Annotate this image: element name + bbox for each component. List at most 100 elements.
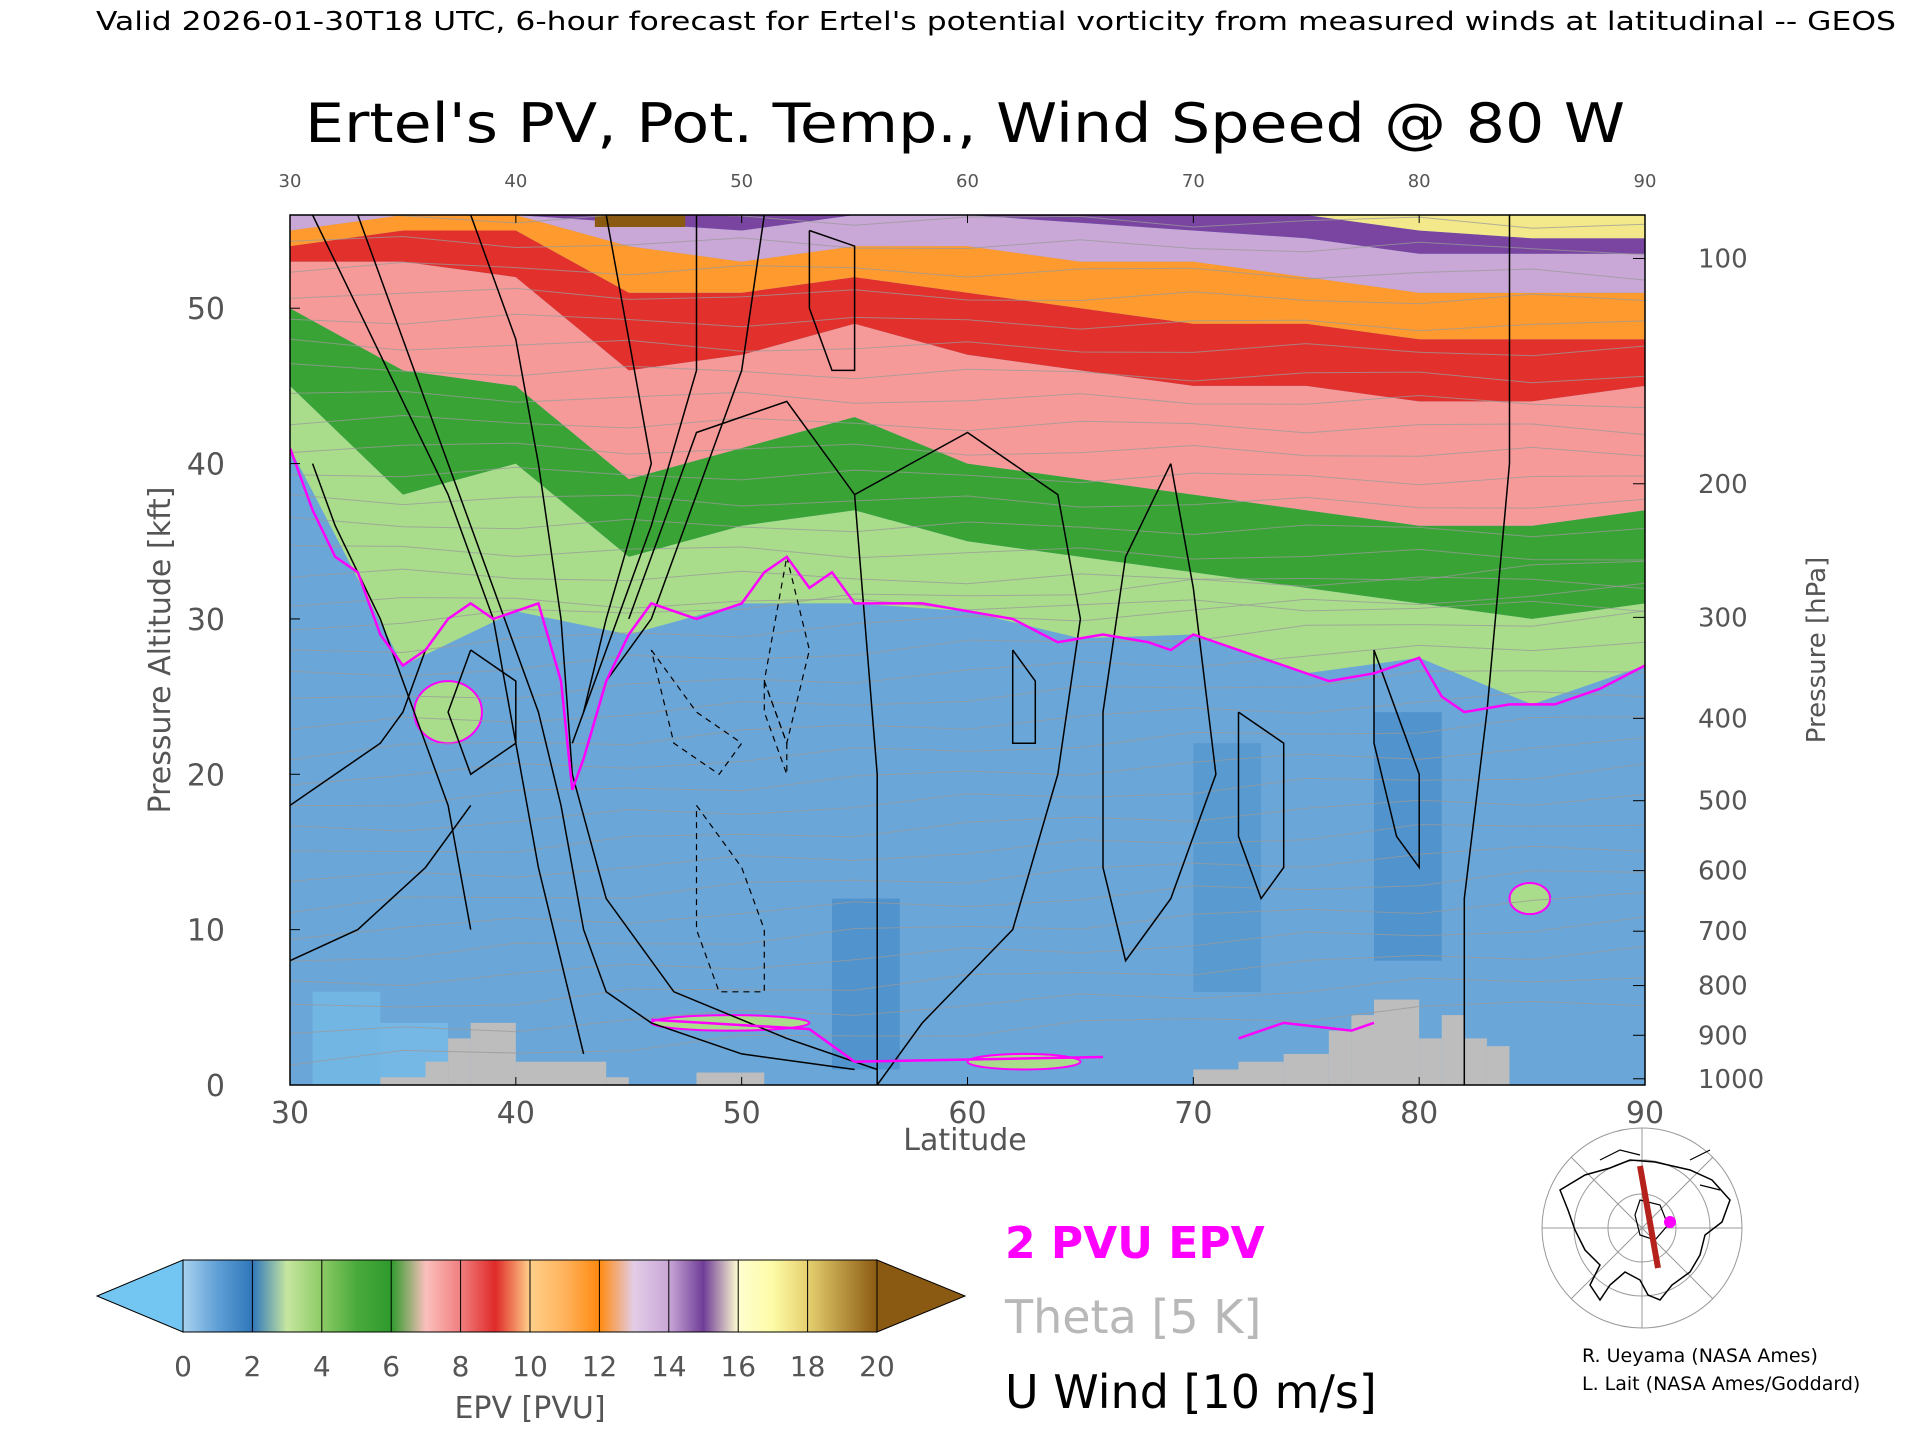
credit-line-1: R. Ueyama (NASA Ames) xyxy=(1582,1345,1818,1367)
u-wind-contour-line xyxy=(1463,215,1511,1085)
u-wind-contour-line xyxy=(447,649,517,776)
pv-band-low-blue xyxy=(832,898,900,1070)
terrain-mask xyxy=(380,999,1510,1085)
y-tick-label: 50 xyxy=(187,292,225,327)
terrain-block xyxy=(1328,1030,1352,1085)
theta-contour-line xyxy=(290,596,1645,612)
colorbar-tick-label: 2 xyxy=(243,1350,261,1383)
x-tick-label: 40 xyxy=(497,1096,535,1131)
u-wind-contour-line xyxy=(1237,711,1285,901)
theta-contour-line xyxy=(290,338,1645,357)
terrain-block xyxy=(1464,1038,1487,1085)
theta-contour-line xyxy=(290,287,1645,305)
chart-title: Ertel's PV, Pot. Temp., Wind Speed @ 80 … xyxy=(305,92,1625,155)
pressure-tick-label: 500 xyxy=(1698,787,1748,817)
terrain-block xyxy=(1238,1061,1284,1085)
pv-band-14-16 xyxy=(290,215,1645,254)
pressure-tick-label: 800 xyxy=(1698,972,1748,1002)
x-top-tick-label: 60 xyxy=(956,171,979,192)
pv-band-low-blue xyxy=(312,991,381,1085)
colorbar-tick-label: 18 xyxy=(790,1350,826,1383)
pv2-contour-line xyxy=(290,447,1645,791)
theta-contour-line xyxy=(290,737,1645,807)
theta-contour-line xyxy=(290,494,1645,509)
pressure-tick-label: 700 xyxy=(1698,917,1748,947)
u-wind-contour-line xyxy=(290,804,472,962)
colorbar-tick-label: 8 xyxy=(452,1350,470,1383)
theta-contour-line xyxy=(290,390,1645,409)
colorbar-tick-label: 10 xyxy=(512,1350,548,1383)
pressure-tick-label: 100 xyxy=(1698,245,1748,275)
terrain-block xyxy=(425,1061,449,1085)
terrain-block xyxy=(1193,1069,1239,1085)
colorbar-tick-label: 16 xyxy=(720,1350,756,1383)
theta-contour-line xyxy=(290,870,1645,940)
theta-contour-line xyxy=(290,545,1645,561)
pressure-tick-label: 1000 xyxy=(1698,1065,1764,1095)
terrain-block xyxy=(1419,1038,1442,1085)
pv-band-8-10 xyxy=(290,230,1645,402)
pv-band-low-blue xyxy=(1374,712,1442,961)
y-tick-label: 20 xyxy=(187,758,225,793)
terrain-block xyxy=(1374,999,1420,1085)
y-tick-label: 10 xyxy=(187,914,225,949)
x-tick-label: 70 xyxy=(1174,1096,1212,1131)
legend-uwind: U Wind [10 m/s] xyxy=(1005,1365,1377,1419)
u-wind-contour-line xyxy=(1373,649,1420,870)
cross-section-track xyxy=(1637,1165,1661,1269)
theta-contour-line xyxy=(290,891,1645,962)
colorbar-tick-label: 6 xyxy=(382,1350,400,1383)
u-wind-contour-line xyxy=(605,215,766,682)
pv-band-12-14 xyxy=(290,215,1645,293)
credit-line-2: L. Lait (NASA Ames/Goddard) xyxy=(1582,1373,1860,1395)
pressure-tick-label: 200 xyxy=(1698,470,1748,500)
locator-map xyxy=(1541,1127,1743,1329)
pressure-tick-label: 400 xyxy=(1698,704,1748,734)
u-wind-contour-line xyxy=(628,400,878,1085)
theta-contour-line xyxy=(290,235,1645,256)
x-top-tick-label: 50 xyxy=(730,171,753,192)
pv2-contour xyxy=(290,447,1645,1063)
terrain-block xyxy=(741,1072,765,1085)
u-wind-contour-line xyxy=(1011,649,1037,744)
terrain-block xyxy=(696,1072,742,1085)
pv-patch xyxy=(1508,882,1552,916)
theta-contour-line xyxy=(290,977,1645,1034)
y-tick-label: 30 xyxy=(187,603,225,638)
pv-band-6-8 xyxy=(290,261,1645,526)
u-wind-contour-line xyxy=(854,431,1082,1085)
x-tick-label: 30 xyxy=(271,1096,309,1131)
theta-contour-line xyxy=(290,582,1645,654)
u-wind-contour-line xyxy=(808,229,856,372)
x-top-tick-label: 30 xyxy=(279,171,302,192)
u-wind-contour-line xyxy=(290,649,427,807)
x-axis-top: 30 40 50 60 70 80 90 xyxy=(279,171,1656,223)
colorbar-over-triangle xyxy=(876,1259,967,1333)
x-top-tick-label: 40 xyxy=(504,171,527,192)
terrain-block xyxy=(1283,1053,1329,1085)
epv-colorbar: 0 2 4 6 8 10 12 14 16 18 20 xyxy=(95,1259,967,1383)
map-coastline xyxy=(1599,1149,1721,1191)
pv-band-20-plus xyxy=(594,215,686,227)
valid-time-header: Valid 2026-01-30T18 UTC, 6-hour forecast… xyxy=(96,7,1896,37)
colorbar-tick-label: 20 xyxy=(859,1350,895,1383)
theta-contour-line xyxy=(290,516,1645,538)
terrain-block xyxy=(1486,1046,1510,1085)
terrain-block xyxy=(606,1077,629,1085)
theta-contour-line xyxy=(290,560,1645,631)
colorbar-tick-label: 4 xyxy=(313,1350,331,1383)
terrain-block xyxy=(561,1061,607,1085)
theta-contour-line xyxy=(290,945,1645,1008)
terrain-block xyxy=(1441,1015,1465,1085)
theta-contour-line xyxy=(290,1000,1645,1066)
theta-contour-line xyxy=(290,313,1645,332)
y-axis-right-label: Pressure [hPa] xyxy=(1802,557,1832,744)
pv-patch xyxy=(966,1052,1082,1071)
plot-area xyxy=(290,215,1645,1085)
x-tick-label: 80 xyxy=(1400,1096,1438,1131)
theta-contour-line xyxy=(290,716,1645,786)
pressure-tick-label: 300 xyxy=(1698,603,1748,633)
terrain-block xyxy=(1351,1015,1374,1085)
pv2-contour-line-low xyxy=(651,1018,1104,1063)
